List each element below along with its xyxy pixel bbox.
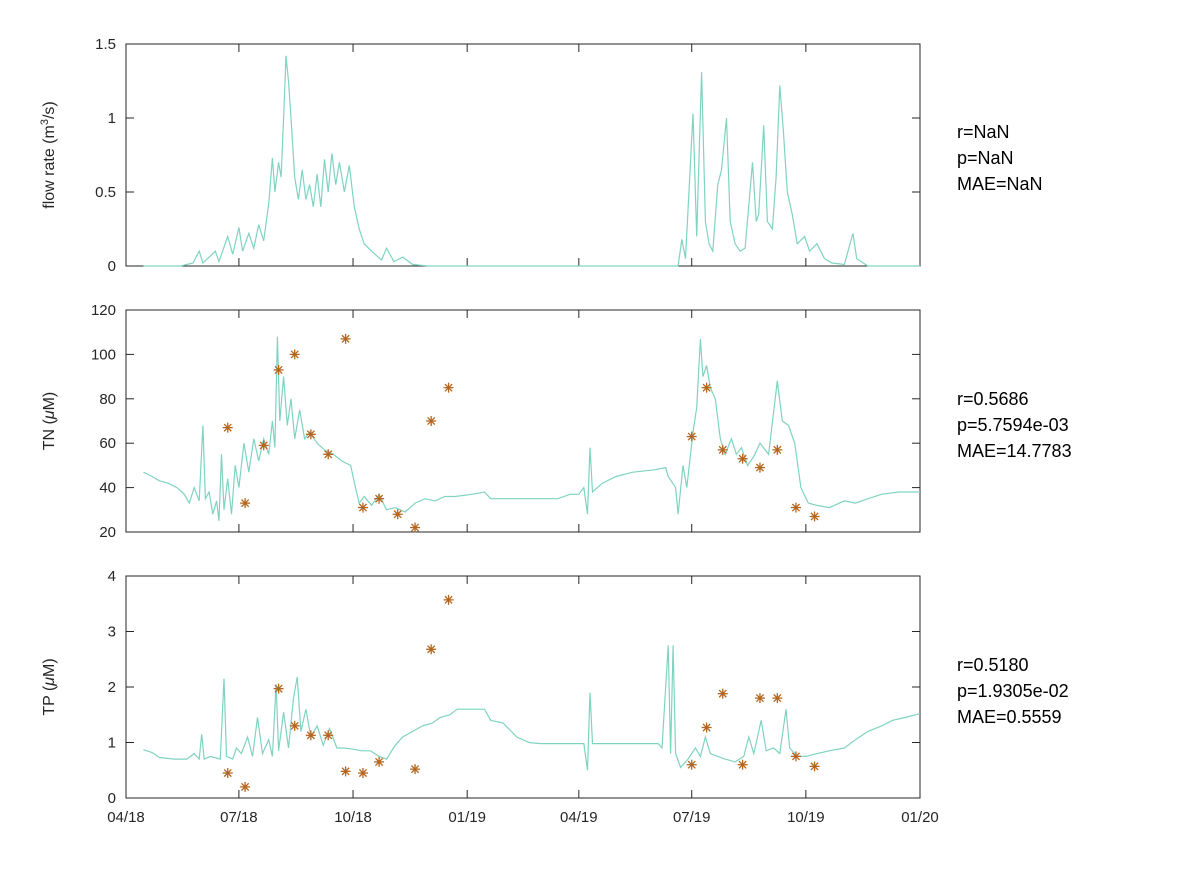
y-axis-label-mu: μ — [41, 410, 58, 420]
y-axis-label: TP (μM) — [41, 658, 58, 715]
y-axis-label-tail: M) — [41, 392, 58, 411]
observation-marker — [357, 502, 368, 513]
observation-marker — [809, 511, 820, 522]
y-tick-label: 120 — [91, 302, 116, 319]
observation-marker — [305, 730, 316, 741]
panel1-stat-r: r=NaN — [957, 122, 1010, 142]
observation-marker — [240, 498, 251, 509]
model-line — [143, 55, 920, 267]
observation-marker — [340, 766, 351, 777]
x-tick-label: 10/19 — [787, 809, 825, 826]
panel-1: 0 0.5 1 1.5 flow rate (m3/s) — [39, 36, 921, 275]
panel1-stats: r=NaN p=NaN MAE=NaN — [957, 119, 1043, 197]
observation-marker — [374, 756, 385, 767]
x-tick-label: 04/19 — [560, 809, 598, 826]
panel1-stat-p: p=NaN — [957, 148, 1014, 168]
observation-marker — [258, 440, 269, 451]
y-tick-label: 100 — [91, 346, 116, 363]
x-tick-label: 07/18 — [220, 809, 258, 826]
y-axis-label-tail: M) — [41, 658, 58, 677]
y-axis-label: flow rate (m3/s) — [39, 101, 58, 208]
panel-2: 20 40 60 80 100 120 TN (μM) — [41, 302, 921, 541]
panel2-stat-r: r=0.5686 — [957, 389, 1029, 409]
panel2-stat-mae: MAE=14.7783 — [957, 441, 1072, 461]
observation-marker — [289, 349, 300, 360]
observation-marker — [240, 781, 251, 792]
y-tick-label: 60 — [99, 435, 116, 452]
observation-marker — [392, 509, 403, 520]
x-tick-label: 10/18 — [334, 809, 372, 826]
observation-marker — [809, 761, 820, 772]
observation-marker — [426, 644, 437, 655]
x-tick-label: 01/20 — [901, 809, 939, 826]
observation-marker — [273, 683, 284, 694]
observation-marker — [443, 594, 454, 605]
y-axis-label-sup: 3 — [39, 119, 51, 125]
y-tick-label: 0.5 — [95, 184, 116, 201]
observation-marker — [222, 768, 233, 779]
observation-marker — [222, 422, 233, 433]
observation-marker — [323, 730, 334, 741]
observation-marker — [754, 462, 765, 473]
observation-marker — [357, 768, 368, 779]
y-tick-label: 20 — [99, 524, 116, 541]
y-tick-label: 40 — [99, 480, 116, 497]
x-tick-label: 07/19 — [673, 809, 711, 826]
panel3-stat-mae: MAE=0.5559 — [957, 707, 1062, 727]
observation-marker — [410, 522, 421, 533]
panel3-stat-p: p=1.9305e-02 — [957, 681, 1069, 701]
observation-marker — [790, 502, 801, 513]
observation-marker — [772, 444, 783, 455]
y-tick-label: 2 — [108, 679, 116, 696]
observation-marker — [717, 688, 728, 699]
panel1-stat-mae: MAE=NaN — [957, 174, 1043, 194]
observation-marker — [737, 453, 748, 464]
x-tick-label: 01/19 — [448, 809, 486, 826]
y-axis-label-main: TN ( — [41, 418, 58, 450]
axes-box — [125, 309, 921, 533]
y-axis-label: TN (μM) — [41, 392, 58, 451]
observation-marker — [754, 693, 765, 704]
y-axis-label-tail: /s) — [41, 101, 58, 119]
y-tick-label: 80 — [99, 391, 116, 408]
y-tick-label: 1 — [108, 110, 116, 127]
axes-box — [125, 575, 921, 799]
panel2-stat-p: p=5.7594e-03 — [957, 415, 1069, 435]
observation-marker — [374, 493, 385, 504]
observation-marker — [410, 764, 421, 775]
observation-marker — [717, 444, 728, 455]
y-tick-label: 0 — [108, 790, 116, 807]
y-tick-label: 0 — [108, 258, 116, 275]
observation-marker — [790, 751, 801, 762]
y-tick-label: 1.5 — [95, 36, 116, 53]
y-axis-label-mu: μ — [41, 677, 58, 687]
observation-marker — [305, 429, 316, 440]
observation-marker — [686, 431, 697, 442]
y-tick-label: 3 — [108, 624, 116, 641]
observation-marker — [737, 759, 748, 770]
y-tick-label: 1 — [108, 735, 116, 752]
panel3-stat-r: r=0.5180 — [957, 655, 1029, 675]
model-line — [143, 645, 921, 771]
panel2-stats: r=0.5686 p=5.7594e-03 MAE=14.7783 — [957, 386, 1072, 464]
panel3-stats: r=0.5180 p=1.9305e-02 MAE=0.5559 — [957, 652, 1069, 730]
observation-marker — [273, 364, 284, 375]
observation-marker — [686, 759, 697, 770]
y-axis-label-main: TP ( — [41, 685, 58, 716]
x-tick-label: 04/18 — [107, 809, 145, 826]
panel-3: 0 1 2 3 4 04/18 07/18 10/18 01/19 04/19 07/19 10/19… — [41, 568, 939, 826]
observation-marker — [772, 693, 783, 704]
observation-marker — [701, 382, 712, 393]
observation-marker — [701, 722, 712, 733]
observation-marker — [443, 382, 454, 393]
observation-marker — [289, 720, 300, 731]
y-axis-label-main: flow rate (m — [41, 125, 58, 209]
y-tick-label: 4 — [108, 568, 116, 585]
model-line — [143, 336, 920, 521]
observation-marker — [340, 333, 351, 344]
observation-marker — [323, 449, 334, 460]
axes-box — [125, 43, 921, 267]
observation-marker — [426, 416, 437, 426]
